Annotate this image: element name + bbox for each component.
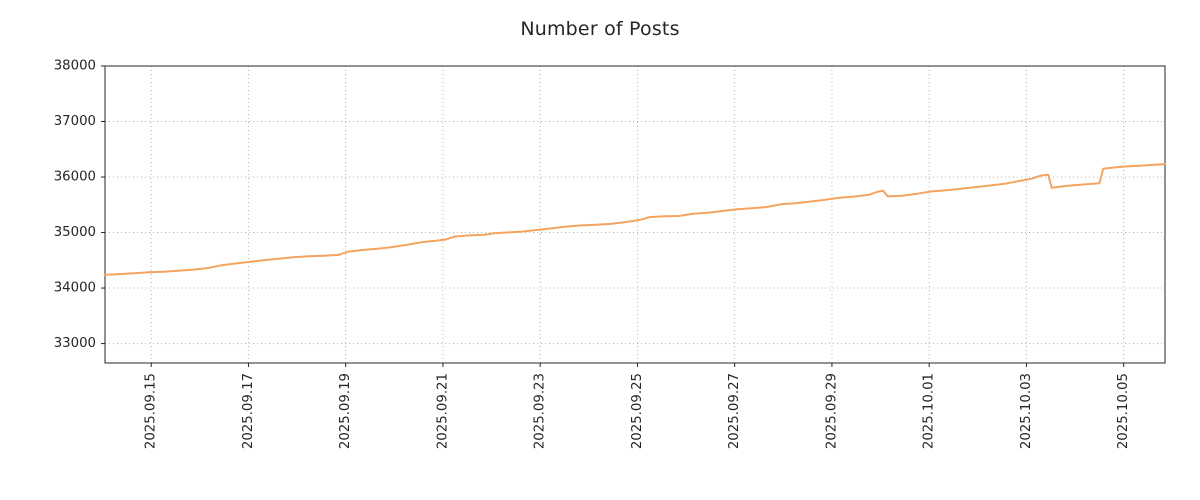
y-tick-label: 38000 [54,59,96,74]
x-tick-label: 2025.10.01 [922,373,937,449]
x-tick-label: 2025.10.03 [1019,373,1034,449]
x-tick-label: 2025.09.19 [338,373,353,449]
y-tick-label: 33000 [54,336,96,351]
x-tick-label: 2025.09.29 [824,373,839,449]
chart-title: Number of Posts [520,18,680,40]
x-tick-label: 2025.09.27 [727,373,742,449]
plot-frame [104,65,1166,364]
x-tick-label: 2025.09.21 [435,373,450,449]
x-tick-label: 2025.09.23 [533,373,548,449]
x-tick-label: 2025.10.05 [1116,373,1131,449]
y-tick-label: 34000 [54,281,96,296]
y-tick-label: 37000 [54,114,96,129]
y-tick-label: 36000 [54,170,96,185]
y-tick-label: 35000 [54,225,96,240]
x-tick-label: 2025.09.17 [241,373,256,449]
x-tick-label: 2025.09.25 [630,373,645,449]
x-tick-label: 2025.09.15 [144,373,159,449]
series-line [104,163,1166,276]
